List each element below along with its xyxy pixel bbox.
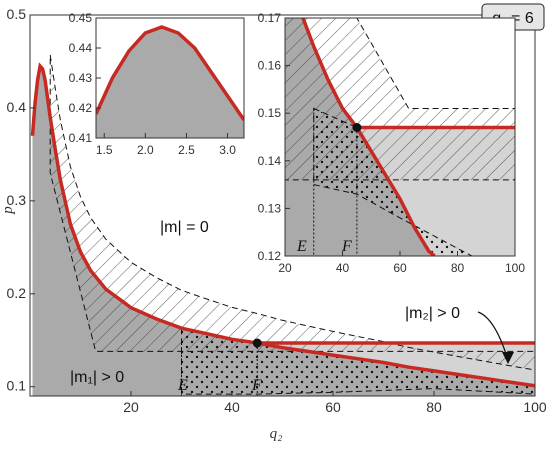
label-F: F [251, 377, 262, 394]
inset1-y-tick: 0.45 [69, 11, 93, 25]
main-x-tick: 40 [224, 399, 240, 415]
main-x-tick: 20 [123, 399, 139, 415]
label-E: E [177, 377, 188, 394]
inset-top-right: 20 40 60 80 100 0.12 0.13 0.14 0.15 0.16 0.17 E F [258, 11, 526, 275]
inset1-y-tick: 0.43 [69, 71, 93, 85]
inset1-x-ticks: 1.5 2.0 2.5 3.0 [96, 133, 236, 157]
main-x-tick: 80 [426, 399, 442, 415]
inset1-x-tick: 1.5 [96, 143, 113, 157]
inset1-y-tick: 0.41 [69, 131, 93, 145]
hatched-region [49, 54, 535, 371]
inset1-x-tick: 3.0 [219, 143, 236, 157]
inset2-red-curve [301, 18, 436, 256]
inset2-y-tick: 0.16 [258, 59, 282, 73]
inset2-x-tick: 60 [393, 261, 407, 275]
inset2-y-tick: 0.12 [258, 249, 282, 263]
inset2-x-ticks: 20 40 60 80 100 [278, 251, 525, 275]
inset1-x-tick: 2.5 [178, 143, 195, 157]
main-y-ticks: 0.1 0.2 0.3 0.4 0.5 [7, 6, 35, 394]
main-y-tick: 0.5 [7, 6, 27, 22]
label-m2-positive: |m₂| > 0 [405, 305, 460, 322]
y-axis-title: p [0, 206, 16, 215]
x-axis-title: q₂ [270, 426, 283, 442]
marked-point [252, 338, 262, 348]
main-y-tick: 0.1 [7, 378, 27, 394]
label-m1-positive: |m₁| > 0 [70, 369, 124, 386]
inset2-x-tick: 20 [278, 261, 292, 275]
main-x-ticks: 20 40 60 80 100 [123, 391, 547, 415]
inset2-x-tick: 80 [451, 261, 465, 275]
main-red-curve [30, 62, 535, 388]
m2-arrowhead [502, 352, 514, 364]
inset1-y-ticks: 0.41 0.42 0.43 0.44 0.45 [69, 11, 101, 145]
inset2-y-ticks: 0.12 0.13 0.14 0.15 0.16 0.17 [258, 11, 290, 263]
inset-top-left: 1.5 2.0 2.5 3.0 0.41 0.42 0.43 0.44 0.45 [69, 11, 245, 157]
inset1-red-curve [96, 25, 244, 121]
inset1-gray-region [96, 27, 244, 138]
inset2-y-tick: 0.15 [258, 106, 282, 120]
main-y-tick: 0.2 [7, 285, 27, 301]
inset2-x-tick: 100 [505, 261, 525, 275]
main-x-tick: 60 [325, 399, 341, 415]
inset2-marked-point [352, 122, 362, 132]
inset2-y-tick: 0.13 [258, 201, 282, 215]
main-y-tick: 0.4 [7, 99, 27, 115]
main-plot-frame [29, 14, 536, 397]
gray-region [32, 66, 535, 396]
inset1-y-tick: 0.42 [69, 101, 93, 115]
inset2-x-tick: 40 [336, 261, 350, 275]
inset2-label-F: F [341, 238, 352, 255]
inset2-y-tick: 0.17 [258, 11, 282, 25]
main-y-tick: 0.3 [7, 192, 27, 208]
inset2-label-E: E [296, 238, 307, 255]
inset1-y-tick: 0.44 [69, 41, 93, 55]
inset1-x-tick: 2.0 [137, 143, 154, 157]
label-m-zero: |m| = 0 [160, 219, 209, 236]
inset2-y-tick: 0.14 [258, 154, 282, 168]
main-x-tick: 100 [523, 399, 547, 415]
